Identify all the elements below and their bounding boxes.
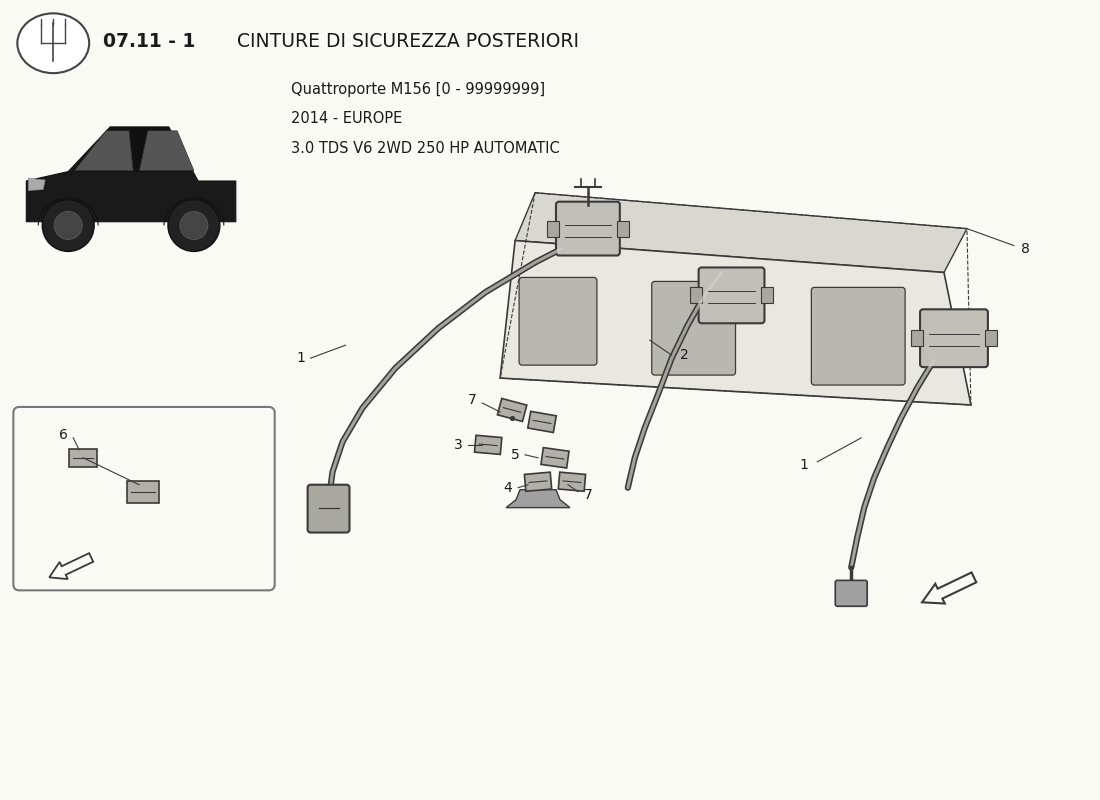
- FancyBboxPatch shape: [519, 278, 597, 365]
- Text: 3: 3: [454, 438, 463, 452]
- Text: 2014 - EUROPE: 2014 - EUROPE: [290, 111, 402, 126]
- Polygon shape: [547, 221, 559, 237]
- Polygon shape: [525, 472, 552, 491]
- Polygon shape: [617, 221, 629, 237]
- Polygon shape: [69, 449, 97, 466]
- Text: 1: 1: [296, 351, 305, 365]
- FancyBboxPatch shape: [556, 202, 619, 255]
- Circle shape: [54, 211, 82, 239]
- Text: 4: 4: [504, 481, 513, 494]
- Polygon shape: [528, 411, 557, 433]
- Text: 6: 6: [58, 428, 68, 442]
- Polygon shape: [559, 472, 585, 491]
- Polygon shape: [75, 131, 133, 170]
- Polygon shape: [541, 448, 569, 468]
- Text: 8: 8: [1021, 242, 1030, 255]
- Text: 07.11 - 1: 07.11 - 1: [103, 32, 196, 50]
- Circle shape: [180, 211, 208, 239]
- Polygon shape: [29, 178, 45, 190]
- Polygon shape: [474, 435, 502, 454]
- Circle shape: [168, 199, 220, 251]
- Text: 1: 1: [800, 458, 808, 472]
- Text: 7: 7: [468, 393, 476, 407]
- Polygon shape: [506, 490, 570, 508]
- Text: CINTURE DI SICUREZZA POSTERIORI: CINTURE DI SICUREZZA POSTERIORI: [231, 32, 579, 50]
- Polygon shape: [984, 330, 997, 346]
- Text: Quattroporte M156 [0 - 99999999]: Quattroporte M156 [0 - 99999999]: [290, 82, 544, 97]
- FancyArrow shape: [922, 573, 977, 603]
- Polygon shape: [515, 193, 967, 273]
- Polygon shape: [497, 398, 527, 422]
- Polygon shape: [26, 127, 235, 222]
- Text: 7: 7: [583, 488, 592, 502]
- Polygon shape: [911, 330, 923, 346]
- FancyBboxPatch shape: [835, 580, 867, 606]
- Polygon shape: [73, 127, 189, 171]
- FancyBboxPatch shape: [920, 310, 988, 367]
- FancyBboxPatch shape: [651, 282, 736, 375]
- Text: 3.0 TDS V6 2WD 250 HP AUTOMATIC: 3.0 TDS V6 2WD 250 HP AUTOMATIC: [290, 142, 560, 156]
- Text: 5: 5: [510, 448, 519, 462]
- Polygon shape: [500, 241, 971, 405]
- FancyBboxPatch shape: [812, 287, 905, 385]
- Polygon shape: [140, 131, 194, 170]
- Circle shape: [42, 199, 95, 251]
- Polygon shape: [761, 287, 773, 303]
- Polygon shape: [128, 481, 160, 502]
- FancyBboxPatch shape: [698, 267, 764, 323]
- Ellipse shape: [18, 14, 89, 73]
- FancyBboxPatch shape: [308, 485, 350, 533]
- Text: 2: 2: [680, 348, 689, 362]
- FancyArrow shape: [50, 553, 94, 579]
- Polygon shape: [690, 287, 702, 303]
- FancyBboxPatch shape: [13, 407, 275, 590]
